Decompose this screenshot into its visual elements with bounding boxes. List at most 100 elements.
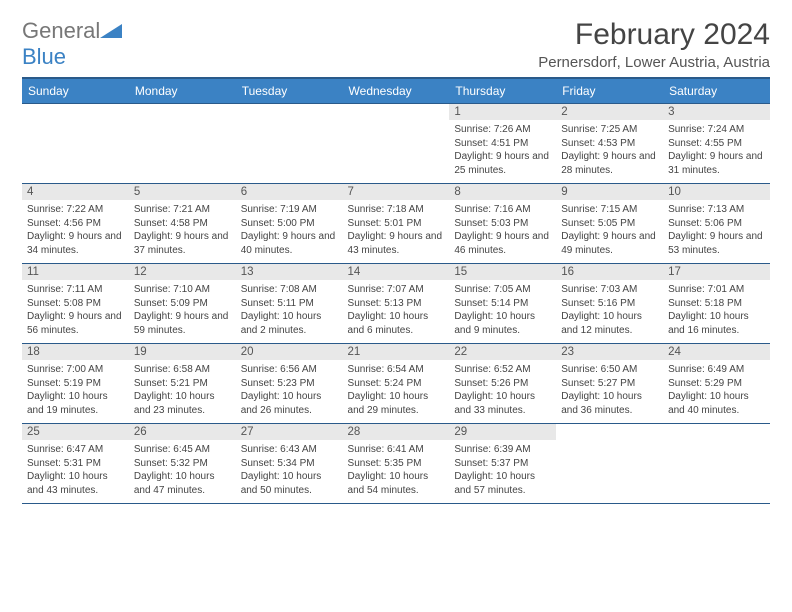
day-details: Sunrise: 7:13 AMSunset: 5:06 PMDaylight:…: [663, 200, 770, 263]
calendar-day-cell: 27Sunrise: 6:43 AMSunset: 5:34 PMDayligh…: [236, 424, 343, 504]
day-number: 27: [236, 424, 343, 440]
calendar-day-cell: 29Sunrise: 6:39 AMSunset: 5:37 PMDayligh…: [449, 424, 556, 504]
day-number: 4: [22, 184, 129, 200]
day-number: 10: [663, 184, 770, 200]
day-number: 24: [663, 344, 770, 360]
day-number: 21: [343, 344, 450, 360]
calendar-day-cell: 21Sunrise: 6:54 AMSunset: 5:24 PMDayligh…: [343, 344, 450, 424]
day-details: Sunrise: 7:21 AMSunset: 4:58 PMDaylight:…: [129, 200, 236, 263]
calendar-body: 1Sunrise: 7:26 AMSunset: 4:51 PMDaylight…: [22, 104, 770, 504]
logo-triangle-icon: [100, 24, 122, 38]
calendar-day-cell: 28Sunrise: 6:41 AMSunset: 5:35 PMDayligh…: [343, 424, 450, 504]
day-header: Thursday: [449, 78, 556, 104]
calendar-day-cell: 25Sunrise: 6:47 AMSunset: 5:31 PMDayligh…: [22, 424, 129, 504]
page-header: General Blue February 2024 Pernersdorf, …: [22, 18, 770, 71]
day-details: Sunrise: 6:39 AMSunset: 5:37 PMDaylight:…: [449, 440, 556, 503]
day-details: Sunrise: 6:41 AMSunset: 5:35 PMDaylight:…: [343, 440, 450, 503]
calendar-head: SundayMondayTuesdayWednesdayThursdayFrid…: [22, 78, 770, 104]
calendar-week-row: 1Sunrise: 7:26 AMSunset: 4:51 PMDaylight…: [22, 104, 770, 184]
day-number: 28: [343, 424, 450, 440]
calendar-day-cell: 7Sunrise: 7:18 AMSunset: 5:01 PMDaylight…: [343, 184, 450, 264]
calendar-week-row: 25Sunrise: 6:47 AMSunset: 5:31 PMDayligh…: [22, 424, 770, 504]
calendar-day-cell: 4Sunrise: 7:22 AMSunset: 4:56 PMDaylight…: [22, 184, 129, 264]
day-details: Sunrise: 7:07 AMSunset: 5:13 PMDaylight:…: [343, 280, 450, 343]
day-number: 13: [236, 264, 343, 280]
calendar-week-row: 18Sunrise: 7:00 AMSunset: 5:19 PMDayligh…: [22, 344, 770, 424]
calendar-day-cell: 18Sunrise: 7:00 AMSunset: 5:19 PMDayligh…: [22, 344, 129, 424]
calendar-day-cell: 22Sunrise: 6:52 AMSunset: 5:26 PMDayligh…: [449, 344, 556, 424]
day-details: Sunrise: 6:45 AMSunset: 5:32 PMDaylight:…: [129, 440, 236, 503]
day-number: 17: [663, 264, 770, 280]
day-number: 22: [449, 344, 556, 360]
calendar-table: SundayMondayTuesdayWednesdayThursdayFrid…: [22, 77, 770, 504]
day-number: 12: [129, 264, 236, 280]
day-details: Sunrise: 7:00 AMSunset: 5:19 PMDaylight:…: [22, 360, 129, 423]
title-block: February 2024 Pernersdorf, Lower Austria…: [538, 18, 770, 71]
day-details: Sunrise: 7:22 AMSunset: 4:56 PMDaylight:…: [22, 200, 129, 263]
day-details: Sunrise: 7:11 AMSunset: 5:08 PMDaylight:…: [22, 280, 129, 343]
day-number: 9: [556, 184, 663, 200]
day-number: 25: [22, 424, 129, 440]
day-details: Sunrise: 6:52 AMSunset: 5:26 PMDaylight:…: [449, 360, 556, 423]
calendar-day-cell: 2Sunrise: 7:25 AMSunset: 4:53 PMDaylight…: [556, 104, 663, 184]
day-number: 20: [236, 344, 343, 360]
day-details: Sunrise: 6:49 AMSunset: 5:29 PMDaylight:…: [663, 360, 770, 423]
day-number: 11: [22, 264, 129, 280]
day-header: Saturday: [663, 78, 770, 104]
day-details: Sunrise: 7:24 AMSunset: 4:55 PMDaylight:…: [663, 120, 770, 183]
day-details: Sunrise: 7:08 AMSunset: 5:11 PMDaylight:…: [236, 280, 343, 343]
month-title: February 2024: [538, 18, 770, 52]
day-details: Sunrise: 6:43 AMSunset: 5:34 PMDaylight:…: [236, 440, 343, 503]
calendar-empty-cell: [556, 424, 663, 504]
calendar-day-cell: 24Sunrise: 6:49 AMSunset: 5:29 PMDayligh…: [663, 344, 770, 424]
day-header: Wednesday: [343, 78, 450, 104]
calendar-day-cell: 12Sunrise: 7:10 AMSunset: 5:09 PMDayligh…: [129, 264, 236, 344]
calendar-day-cell: 13Sunrise: 7:08 AMSunset: 5:11 PMDayligh…: [236, 264, 343, 344]
day-number: 6: [236, 184, 343, 200]
calendar-day-cell: 15Sunrise: 7:05 AMSunset: 5:14 PMDayligh…: [449, 264, 556, 344]
logo-word-2: Blue: [22, 44, 66, 69]
calendar-day-cell: 9Sunrise: 7:15 AMSunset: 5:05 PMDaylight…: [556, 184, 663, 264]
calendar-day-cell: 16Sunrise: 7:03 AMSunset: 5:16 PMDayligh…: [556, 264, 663, 344]
day-number: 18: [22, 344, 129, 360]
calendar-week-row: 11Sunrise: 7:11 AMSunset: 5:08 PMDayligh…: [22, 264, 770, 344]
day-number: 19: [129, 344, 236, 360]
day-number: 26: [129, 424, 236, 440]
day-header: Friday: [556, 78, 663, 104]
calendar-day-cell: 23Sunrise: 6:50 AMSunset: 5:27 PMDayligh…: [556, 344, 663, 424]
day-details: Sunrise: 7:01 AMSunset: 5:18 PMDaylight:…: [663, 280, 770, 343]
day-header: Sunday: [22, 78, 129, 104]
calendar-day-cell: 14Sunrise: 7:07 AMSunset: 5:13 PMDayligh…: [343, 264, 450, 344]
day-details: Sunrise: 7:19 AMSunset: 5:00 PMDaylight:…: [236, 200, 343, 263]
calendar-empty-cell: [343, 104, 450, 184]
calendar-empty-cell: [129, 104, 236, 184]
day-details: Sunrise: 7:03 AMSunset: 5:16 PMDaylight:…: [556, 280, 663, 343]
calendar-day-cell: 10Sunrise: 7:13 AMSunset: 5:06 PMDayligh…: [663, 184, 770, 264]
day-number: 15: [449, 264, 556, 280]
day-number: 16: [556, 264, 663, 280]
calendar-day-cell: 3Sunrise: 7:24 AMSunset: 4:55 PMDaylight…: [663, 104, 770, 184]
day-number: 14: [343, 264, 450, 280]
day-header-row: SundayMondayTuesdayWednesdayThursdayFrid…: [22, 78, 770, 104]
calendar-day-cell: 11Sunrise: 7:11 AMSunset: 5:08 PMDayligh…: [22, 264, 129, 344]
day-header: Tuesday: [236, 78, 343, 104]
calendar-day-cell: 1Sunrise: 7:26 AMSunset: 4:51 PMDaylight…: [449, 104, 556, 184]
day-details: Sunrise: 7:05 AMSunset: 5:14 PMDaylight:…: [449, 280, 556, 343]
calendar-day-cell: 20Sunrise: 6:56 AMSunset: 5:23 PMDayligh…: [236, 344, 343, 424]
calendar-day-cell: 8Sunrise: 7:16 AMSunset: 5:03 PMDaylight…: [449, 184, 556, 264]
calendar-empty-cell: [663, 424, 770, 504]
day-details: Sunrise: 6:56 AMSunset: 5:23 PMDaylight:…: [236, 360, 343, 423]
day-details: Sunrise: 7:10 AMSunset: 5:09 PMDaylight:…: [129, 280, 236, 343]
calendar-day-cell: 26Sunrise: 6:45 AMSunset: 5:32 PMDayligh…: [129, 424, 236, 504]
calendar-week-row: 4Sunrise: 7:22 AMSunset: 4:56 PMDaylight…: [22, 184, 770, 264]
day-number: 2: [556, 104, 663, 120]
day-details: Sunrise: 6:54 AMSunset: 5:24 PMDaylight:…: [343, 360, 450, 423]
day-details: Sunrise: 6:47 AMSunset: 5:31 PMDaylight:…: [22, 440, 129, 503]
day-details: Sunrise: 7:26 AMSunset: 4:51 PMDaylight:…: [449, 120, 556, 183]
day-details: Sunrise: 7:16 AMSunset: 5:03 PMDaylight:…: [449, 200, 556, 263]
day-details: Sunrise: 6:58 AMSunset: 5:21 PMDaylight:…: [129, 360, 236, 423]
day-number: 3: [663, 104, 770, 120]
calendar-empty-cell: [22, 104, 129, 184]
day-number: 29: [449, 424, 556, 440]
logo: General Blue: [22, 18, 122, 70]
